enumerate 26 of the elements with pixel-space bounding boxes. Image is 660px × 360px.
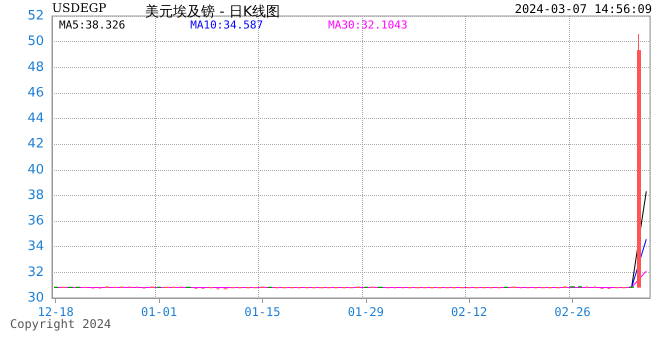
text: Copyright 2024 xyxy=(10,317,112,331)
y-tick-label: 32 xyxy=(27,264,44,280)
chart-subtitle: USDEGP xyxy=(52,1,106,15)
y-tick-label: 38 xyxy=(27,188,44,203)
x-tick-label: 01-15 xyxy=(244,305,280,319)
x-tick-label: 02-12 xyxy=(451,305,488,319)
text: MA5:38.326 xyxy=(59,18,126,32)
x-tick-label: 02-26 xyxy=(554,305,591,319)
text: MA10:34.587 xyxy=(190,18,264,32)
y-tick-label: 52 xyxy=(27,8,44,24)
y-tick-label: 46 xyxy=(27,85,44,100)
y-tick-label: 34 xyxy=(27,239,44,254)
y-tick-label: 36 xyxy=(27,214,44,229)
text: 2024-03-07 14:56:09 xyxy=(514,2,652,16)
text: MA30:32.1043 xyxy=(328,18,408,32)
y-tick-label: 40 xyxy=(27,162,44,178)
candlestick xyxy=(637,33,641,288)
x-tick-label: 01-29 xyxy=(348,305,384,319)
y-tick-label: 30 xyxy=(27,290,44,306)
y-tick-label: 50 xyxy=(27,34,44,50)
x-tick-label: 01-01 xyxy=(140,305,178,319)
y-tick-label: 44 xyxy=(27,111,44,126)
y-tick-label: 48 xyxy=(27,60,44,75)
chart-title: 美元埃及镑 - 日K线图 xyxy=(145,4,280,20)
x-tick-label: 12-18 xyxy=(38,305,74,319)
y-tick-label: 42 xyxy=(27,136,44,152)
